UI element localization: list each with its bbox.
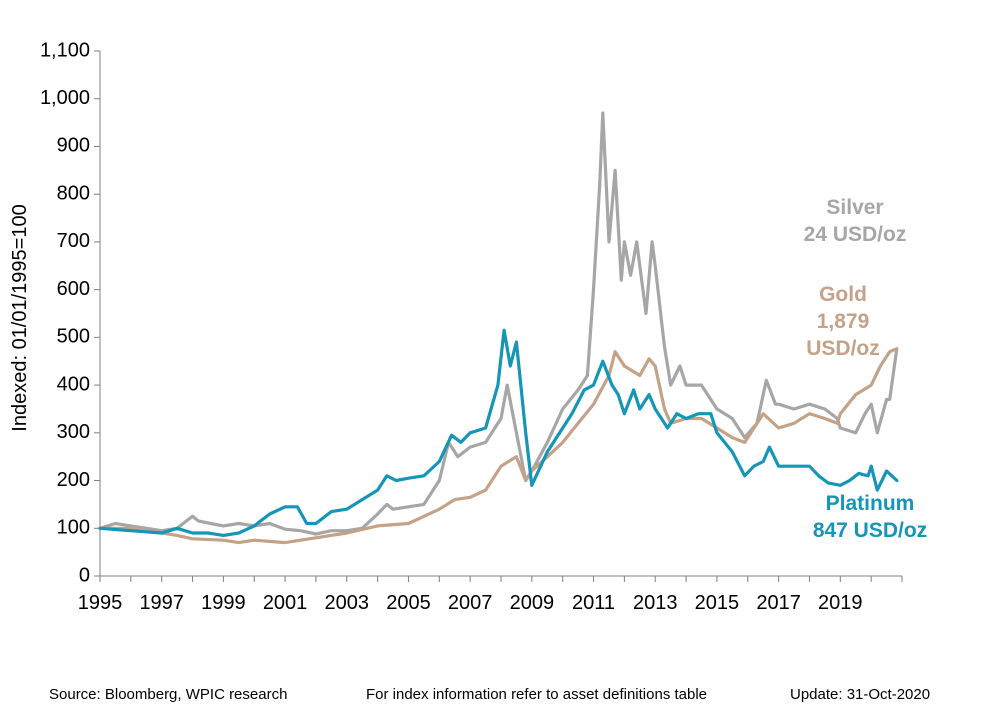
x-tick-label: 2007 [448,592,493,614]
y-tick-label: 0 [79,564,90,586]
x-tick-label: 2005 [386,592,431,614]
y-tick-label: 1,000 [40,87,90,109]
series-label-gold: Gold 1,879 USD/oz [806,283,880,360]
y-tick-label: 900 [57,135,90,157]
x-tick-label: 2003 [325,592,370,614]
series-label-silver: Silver 24 USD/oz [804,196,907,246]
series-label-line: 847 USD/oz [813,519,927,542]
x-tick-label: 1995 [78,592,123,614]
series-line-platinum [98,328,899,538]
y-axis-label: Indexed: 01/01/1995=100 [9,204,31,431]
series-label-line: Silver [826,196,883,219]
y-tick-label: 1,100 [40,39,90,61]
series-label-line: 24 USD/oz [804,223,907,246]
y-tick-label: 100 [57,517,90,539]
footer-note: For index information refer to asset def… [366,686,707,703]
y-tick-label: 500 [57,326,90,348]
footer-source: Source: Bloomberg, WPIC research [49,686,287,703]
x-tick-label: 1997 [139,592,184,614]
x-tick-label: 1999 [201,592,246,614]
series-label-line: Platinum [826,492,915,515]
x-tick-label: 2013 [633,592,678,614]
x-tick-label: 2015 [695,592,740,614]
series-line-gold [98,347,899,545]
series-label-line: 1,879 [817,310,870,333]
x-tick-label: 2011 [572,592,615,614]
y-tick-label: 400 [57,373,90,395]
series-lines [98,111,899,545]
y-tick-label: 600 [57,278,90,300]
x-tick-label: 2009 [510,592,555,614]
series-line-silver [98,111,899,536]
x-tick-label: 2017 [756,592,801,614]
x-tick-label: 2019 [818,592,863,614]
series-labels: Silver 24 USD/oz Gold 1,879 USD/oz Platinum 84… [804,196,928,542]
series-label-line: Gold [819,283,867,306]
y-tick-label: 200 [57,469,90,491]
y-tick-label: 700 [57,230,90,252]
x-tick-label: 2001 [263,592,308,614]
x-tick-labels: 1995 1997 1999 2001 2003 2005 2007 2009 2011 2013… [78,576,903,614]
series-label-line: USD/oz [806,337,880,360]
footer-update: Update: 31-Oct-2020 [790,686,930,703]
axes [99,51,902,577]
y-tick-labels: 0 100 200 300 400 500 600 700 800 900 1,000 1,100 [40,39,100,586]
y-tick-label: 300 [57,421,90,443]
y-tick-label: 800 [57,182,90,204]
series-label-platinum: Platinum 847 USD/oz [813,492,927,542]
